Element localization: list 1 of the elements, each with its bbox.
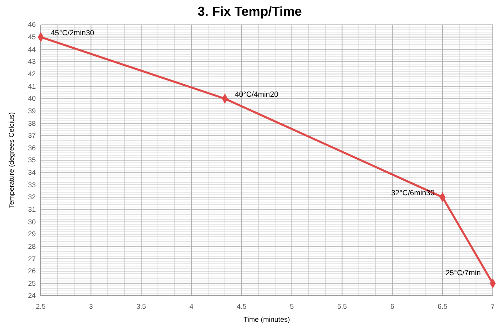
chart-title: 3. Fix Temp/Time (198, 4, 302, 19)
